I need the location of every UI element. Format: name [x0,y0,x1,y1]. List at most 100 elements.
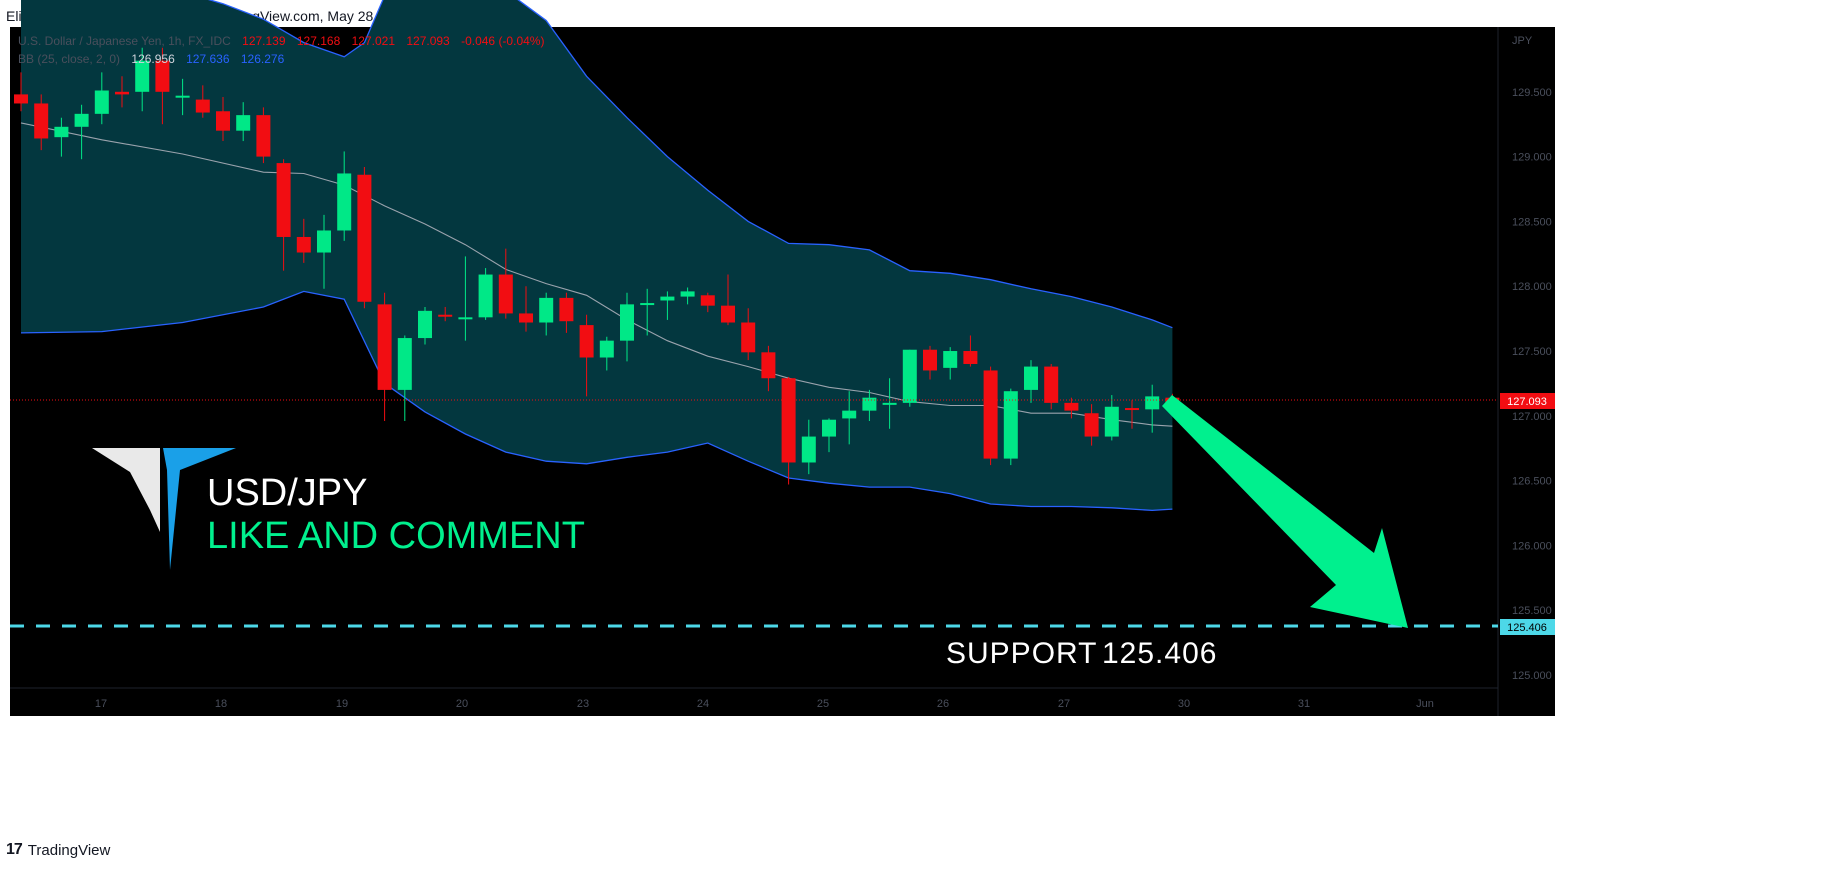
candle [1125,400,1139,429]
candle-body [640,303,655,306]
candle [801,419,816,475]
candle [640,288,655,336]
candle [1044,363,1059,410]
bb-lower-line [20,290,1173,512]
bb-lower: 126.276 [240,52,285,66]
y-tick-label: 128.500 [1512,216,1552,228]
candle [923,345,937,380]
x-tick-label: 31 [1298,698,1310,710]
overlay-cta: LIKE AND COMMENT [207,515,585,557]
candle [216,96,230,142]
candle-body [862,397,877,411]
candle [983,366,998,466]
candle-body [1125,408,1139,411]
price-axis: JPY 129.500 129.000 128.500 128.000 127.500 1… [1512,35,1552,682]
candle-body [377,304,392,390]
candle [539,292,554,336]
candle-body [195,99,210,113]
candle [94,72,109,125]
x-tick-label: 20 [456,698,468,710]
candle-body [882,402,897,405]
candle-body [721,305,735,323]
candle-body [1084,413,1099,437]
y-tick-label: 129.000 [1512,152,1552,164]
candle [115,76,129,108]
candle [135,47,150,112]
candle [559,292,574,333]
legend-close: 127.093 [406,34,450,48]
candle [14,72,28,112]
candle [660,291,675,320]
candle-body [54,126,69,138]
price-tags: 127.093 125.406 [1500,393,1555,635]
candle-body [801,436,816,463]
candle-body [94,90,109,114]
x-tick-label: 19 [336,698,348,710]
candle-body [1024,366,1038,390]
candle-body [559,297,574,322]
candle-body [1104,406,1119,437]
candle [195,85,210,118]
price-axis-background[interactable] [1498,27,1555,716]
candle [478,268,493,320]
brand-logo-white [92,448,160,532]
candle-body [680,291,695,297]
candle [943,347,958,380]
candle-body [418,310,432,339]
x-tick-label: 23 [577,698,589,710]
y-tick-label: 126.000 [1512,540,1552,552]
candle-body [155,60,170,92]
support-tag: 125.406 [1507,622,1547,634]
tradingview-brand[interactable]: TradingView [27,841,111,859]
y-tick-label: 125.000 [1512,670,1552,682]
y-tick-label: 126.500 [1512,476,1552,488]
ohlc-legend: U.S. Dollar / Japanese Yen, 1h, FX_IDC 1… [18,34,552,48]
x-tick-label: 30 [1178,698,1190,710]
bb-upper-line [207,0,1173,329]
last-price-tag: 127.093 [1507,396,1547,408]
candle [1024,360,1038,403]
brand-logo-blue [163,448,236,570]
candle [458,256,473,341]
x-tick-label: 24 [697,698,709,710]
candle-body [478,274,493,318]
candle [236,102,251,142]
candle [963,335,978,367]
y-tick-label: 125.500 [1512,605,1552,617]
legend-change: -0.046 (-0.04%) [461,34,545,48]
x-tick-label: Jun [1416,698,1434,710]
bb-basis: 126.956 [131,52,175,66]
candle [296,218,311,263]
x-tick-label: 25 [817,698,829,710]
candle-body [741,322,756,353]
tradingview-logo-icon[interactable]: 17 [6,841,23,858]
legend-symbol[interactable]: U.S. Dollar / Japanese Yen, 1h, FX_IDC [18,34,231,48]
candle [761,345,776,392]
legend-low: 127.021 [351,34,395,48]
price-axis-unit: JPY [1512,35,1533,47]
bb-label[interactable]: BB (25, close, 2, 0) [18,52,121,66]
x-tick-label: 27 [1058,698,1070,710]
candle [579,314,594,397]
candle [397,335,412,422]
candle [317,214,331,289]
overlay-title: USD/JPY [207,472,367,514]
y-tick-label: 128.000 [1512,281,1552,293]
bb-upper: 127.636 [186,52,230,66]
time-axis: 17 18 19 20 23 24 25 26 27 30 31 Jun [95,698,1434,710]
candle [680,287,695,305]
candle [599,336,614,371]
support-value: 125.406 [1102,637,1217,670]
x-tick-label: 18 [215,698,227,710]
candle [438,306,453,322]
candle [721,274,735,326]
candle [862,389,877,422]
candle-body [700,295,715,306]
legend-high: 127.168 [296,34,341,48]
candle-body [296,236,311,253]
last-price-tag-bg [1500,393,1555,409]
candle-body [317,230,331,253]
candle [519,286,533,332]
candle [34,94,49,151]
